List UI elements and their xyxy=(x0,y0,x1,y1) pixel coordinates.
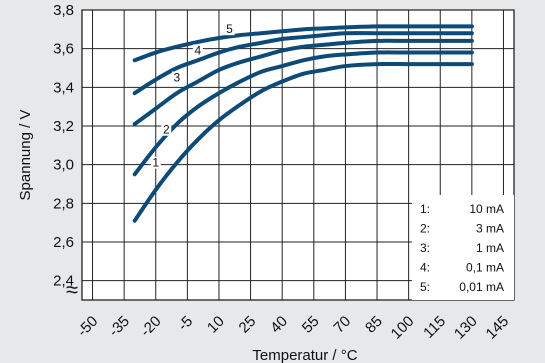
x-tick-label: 55 xyxy=(299,313,323,337)
y-tick-label: 3,4 xyxy=(53,79,74,96)
x-tick-label: 100 xyxy=(388,313,418,343)
curve-label-halo xyxy=(161,123,172,136)
legend-value: 3 mA xyxy=(476,222,504,236)
curve-label: 2 xyxy=(163,123,170,137)
x-tick-label: 10 xyxy=(204,313,228,337)
curve-label: 3 xyxy=(173,71,180,85)
curve-label: 1 xyxy=(152,156,159,170)
series-lines xyxy=(132,24,474,223)
curve-labels: 1 2 3 4 5 xyxy=(150,22,235,170)
x-tick-label: -20 xyxy=(137,313,164,340)
legend-key: 4: xyxy=(420,261,430,275)
x-tick-label: -35 xyxy=(106,313,133,340)
x-tick-label: 40 xyxy=(267,313,291,337)
legend: 1: 10 mA 2: 3 mA 3: 1 mA 4: 0,1 mA 5: 0,01 mA xyxy=(420,202,504,294)
y-tick-label: 2,4 xyxy=(53,273,74,290)
legend-box xyxy=(412,195,514,300)
legend-value: 1 mA xyxy=(476,241,504,255)
series-line-2 xyxy=(132,50,474,177)
y-axis-title: Spannung / V xyxy=(17,110,34,201)
series-line-4 xyxy=(132,31,474,96)
legend-key: 2: xyxy=(420,222,430,236)
curve-label-halo xyxy=(224,23,235,36)
y-tick-label: 3,8 xyxy=(53,2,74,19)
legend-key: 1: xyxy=(420,202,430,216)
legend-value: 0,01 mA xyxy=(459,280,504,294)
series-line-3 xyxy=(132,38,474,127)
x-tick-label: 145 xyxy=(483,313,513,343)
curve-label-halo xyxy=(171,71,182,84)
x-axis-title: Temperatur / °C xyxy=(252,347,357,363)
curve-label-halo xyxy=(192,44,203,57)
y-tick-label: 3,0 xyxy=(53,157,74,174)
x-tick-label: 85 xyxy=(362,313,386,337)
x-tick-label: -5 xyxy=(175,313,196,334)
grid xyxy=(81,9,515,301)
axis-break-icon: ≈ xyxy=(66,277,78,302)
series-line-1 xyxy=(132,61,474,223)
x-tick-label: 70 xyxy=(330,313,354,337)
curve-label: 4 xyxy=(195,43,202,57)
y-tick-label: 2,8 xyxy=(53,195,74,212)
curve-label-halo xyxy=(150,156,161,169)
y-tick-label: 3,6 xyxy=(53,41,74,58)
x-tick-label: 130 xyxy=(451,313,481,343)
series-line-5 xyxy=(132,24,474,63)
x-tick-label: 115 xyxy=(420,313,449,342)
legend-value: 0,1 mA xyxy=(466,261,504,275)
y-tick-label: 3,2 xyxy=(53,118,74,135)
y-tick-label: 2,6 xyxy=(53,234,74,251)
x-tick-label: 25 xyxy=(236,313,260,337)
x-tick-label: -50 xyxy=(74,313,101,340)
legend-key: 5: xyxy=(420,280,430,294)
curve-label: 5 xyxy=(226,22,233,36)
legend-value: 10 mA xyxy=(469,202,504,216)
legend-key: 3: xyxy=(420,241,430,255)
